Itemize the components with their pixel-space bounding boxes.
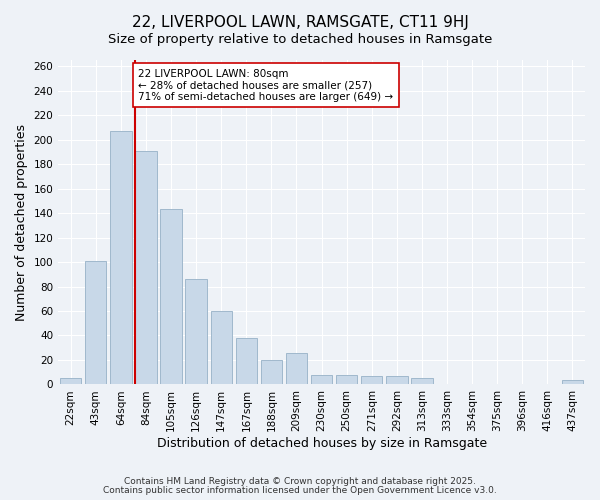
Bar <box>211 311 232 384</box>
Bar <box>136 150 157 384</box>
Bar <box>411 378 433 384</box>
Bar <box>261 360 282 384</box>
Text: Contains HM Land Registry data © Crown copyright and database right 2025.: Contains HM Land Registry data © Crown c… <box>124 477 476 486</box>
Y-axis label: Number of detached properties: Number of detached properties <box>15 124 28 320</box>
Text: 22, LIVERPOOL LAWN, RAMSGATE, CT11 9HJ: 22, LIVERPOOL LAWN, RAMSGATE, CT11 9HJ <box>131 15 469 30</box>
Bar <box>286 352 307 384</box>
Bar <box>361 376 382 384</box>
Bar <box>386 376 407 384</box>
Text: Size of property relative to detached houses in Ramsgate: Size of property relative to detached ho… <box>108 32 492 46</box>
Text: Contains public sector information licensed under the Open Government Licence v3: Contains public sector information licen… <box>103 486 497 495</box>
Bar <box>336 374 358 384</box>
Text: 22 LIVERPOOL LAWN: 80sqm
← 28% of detached houses are smaller (257)
71% of semi-: 22 LIVERPOOL LAWN: 80sqm ← 28% of detach… <box>139 68 394 102</box>
Bar <box>185 279 207 384</box>
Bar <box>311 374 332 384</box>
Bar <box>562 380 583 384</box>
Bar <box>60 378 82 384</box>
Bar <box>236 338 257 384</box>
X-axis label: Distribution of detached houses by size in Ramsgate: Distribution of detached houses by size … <box>157 437 487 450</box>
Bar <box>110 131 131 384</box>
Bar <box>85 261 106 384</box>
Bar <box>160 210 182 384</box>
